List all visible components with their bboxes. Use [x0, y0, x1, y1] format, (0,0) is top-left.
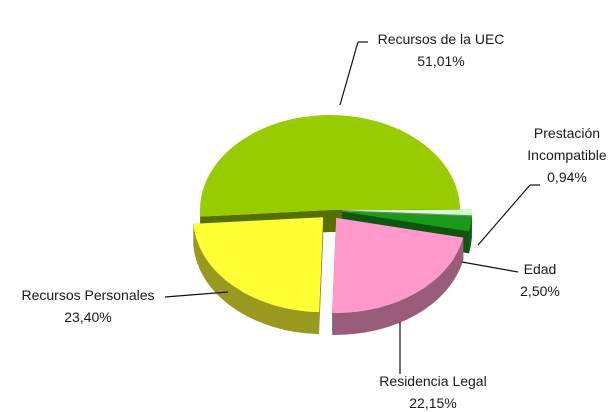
- slice-cut: [319, 217, 324, 335]
- label-name: Residencia Legal: [379, 373, 487, 389]
- label-name: Prestación Incompatible: [527, 125, 607, 163]
- leader-line: [477, 184, 531, 246]
- slice-side: [193, 223, 320, 335]
- label-name: Recursos Personales: [21, 287, 155, 303]
- label-value: 0,94%: [547, 169, 587, 185]
- label-name: Recursos de la UEC: [377, 31, 505, 47]
- slice-label: Recursos Personales 23,40%: [3, 284, 173, 328]
- label-name: Edad: [523, 261, 557, 277]
- slice-side: [332, 237, 464, 335]
- slice-label: Prestación Incompatible 0,94%: [517, 122, 612, 188]
- slice-label: Edad 2,50%: [510, 258, 570, 302]
- slice-label: Residencia Legal 22,15%: [363, 370, 503, 412]
- leader-line: [164, 291, 229, 298]
- label-value: 23,40%: [64, 309, 112, 325]
- label-value: 2,50%: [520, 283, 560, 299]
- slice-side: [469, 216, 472, 254]
- slice: [200, 114, 460, 217]
- slice: [341, 211, 472, 232]
- label-value: 22,15%: [409, 395, 457, 411]
- slice: [193, 217, 324, 313]
- slice-label: Recursos de la UEC 51,01%: [361, 28, 521, 72]
- leader-line: [339, 41, 359, 106]
- slice: [332, 217, 464, 313]
- leader-line: [461, 261, 519, 273]
- slice: [342, 209, 472, 216]
- label-value: 51,01%: [417, 53, 465, 69]
